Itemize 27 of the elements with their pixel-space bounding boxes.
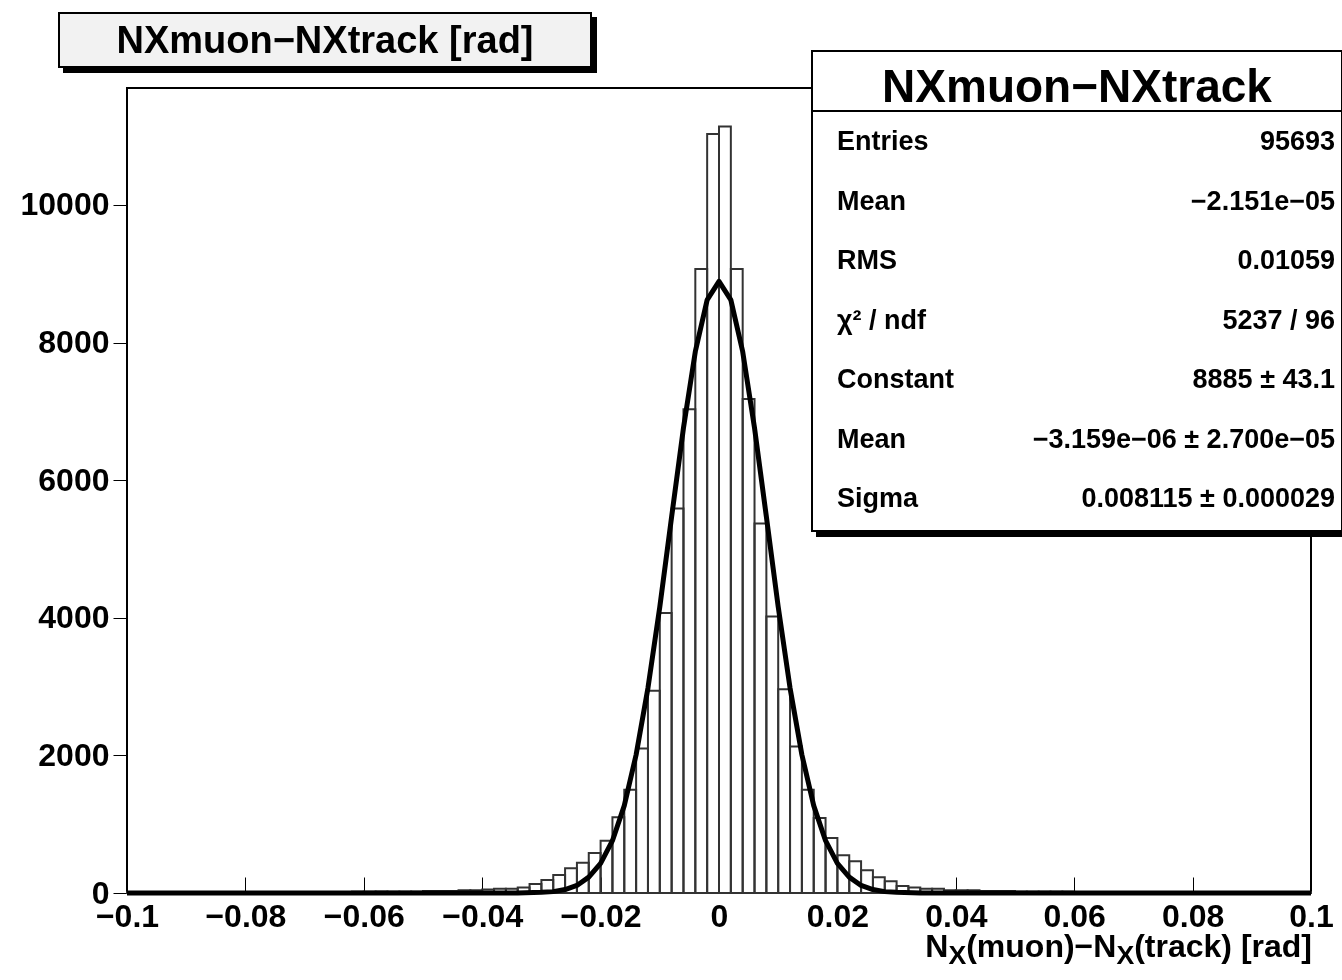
annotation: −2.151e−05	[1190, 184, 1335, 218]
x-tick-label: −0.04	[442, 897, 524, 934]
x-tick-label: 0	[710, 897, 729, 934]
y-tick-label: 4000	[38, 599, 110, 636]
annotation: RMS	[837, 244, 897, 277]
x-tick-label: −0.08	[205, 897, 287, 934]
x-tick-label: 0.02	[806, 897, 870, 934]
annotation: 95693	[1259, 125, 1335, 158]
annotation: NXmuon−NXtrack	[813, 52, 1341, 112]
y-tick-label: 6000	[38, 461, 110, 498]
annotation: Mean	[837, 184, 907, 218]
annotation: 0.008115 ± 0.000029	[1081, 482, 1335, 515]
annotation: Constant	[837, 363, 954, 396]
annotation: −3.159e−06 ± 2.700e−05	[1032, 422, 1335, 456]
chart-title: NXmuon−NXtrack [rad]	[58, 12, 592, 68]
x-tick-label: −0.06	[323, 897, 405, 934]
annotation: 0.01059	[1237, 244, 1335, 277]
annotation: χ² / ndf	[837, 303, 927, 337]
annotation: Mean	[837, 422, 907, 456]
y-tick-label: 10000	[20, 186, 110, 223]
annotation: 8885 ± 43.1	[1192, 363, 1335, 396]
y-tick-label: 8000	[38, 324, 110, 361]
x-tick-label: −0.02	[560, 897, 642, 934]
y-tick-label: 2000	[38, 736, 110, 773]
annotation: Sigma	[837, 482, 919, 515]
annotation: Entries	[837, 125, 929, 158]
annotation: 5237 / 96	[1222, 303, 1335, 337]
